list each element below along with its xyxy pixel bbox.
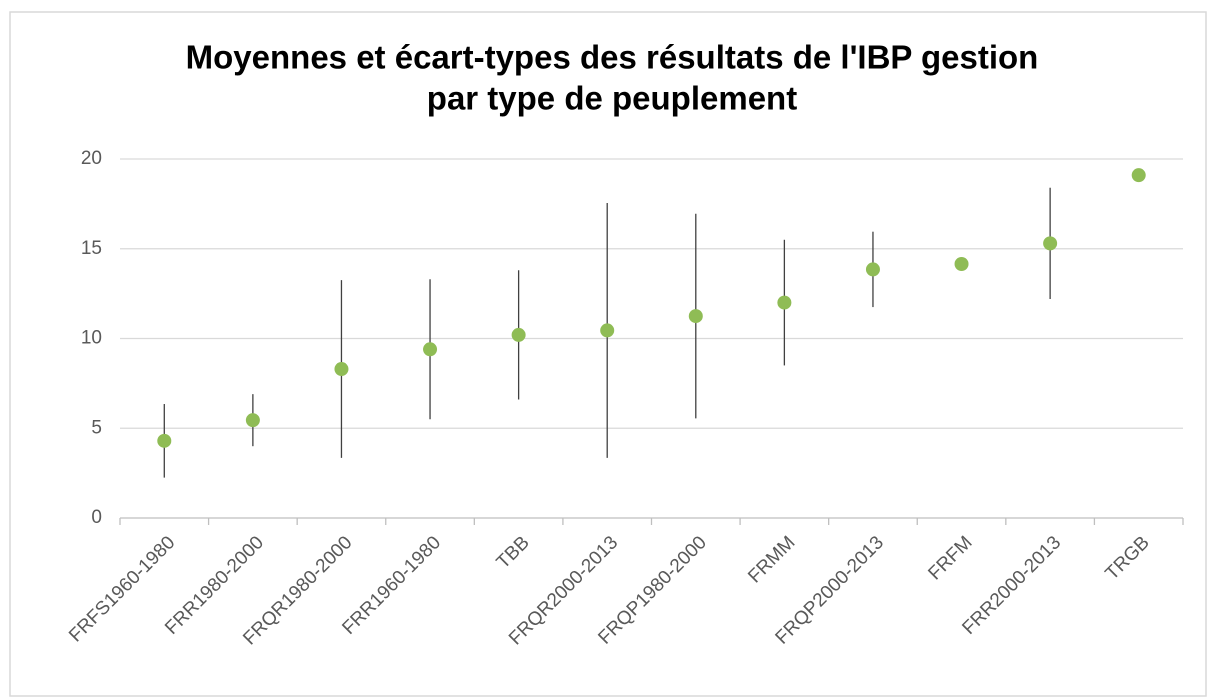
point — [688, 309, 703, 324]
point — [1043, 236, 1058, 251]
point — [423, 342, 438, 357]
point — [245, 413, 260, 428]
point — [954, 257, 969, 272]
point — [511, 327, 526, 342]
y-tick-label: 10 — [81, 328, 102, 349]
point — [334, 362, 349, 377]
y-tick-label: 15 — [81, 238, 102, 259]
y-tick-label: 5 — [91, 417, 102, 438]
chart-title: par type de peuplement — [427, 80, 797, 117]
point — [1131, 168, 1146, 183]
y-tick-label: 0 — [91, 507, 102, 528]
point — [777, 295, 792, 310]
point — [600, 323, 615, 338]
point — [157, 433, 172, 448]
chart-border — [9, 11, 1207, 697]
y-tick-label: 20 — [81, 148, 102, 169]
chart-title: Moyennes et écart-types des résultats de… — [186, 39, 1039, 76]
point — [865, 262, 880, 277]
